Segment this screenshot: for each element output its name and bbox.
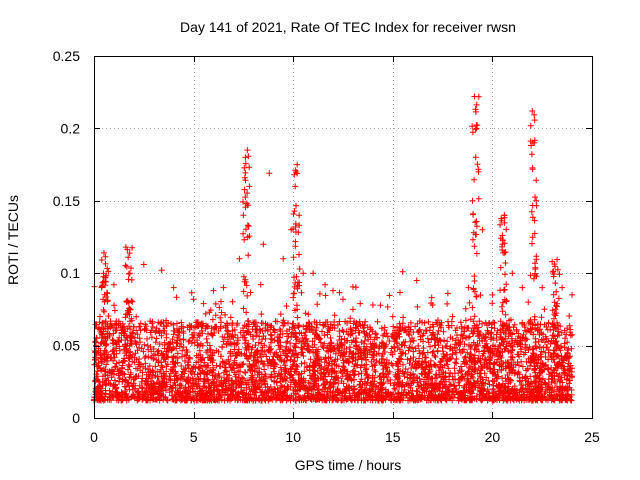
- roti-point: [525, 299, 532, 306]
- x-tick-label: 0: [90, 429, 98, 445]
- roti-spike-cluster: [240, 153, 253, 359]
- roti-point: [465, 284, 472, 291]
- roti-point: [449, 313, 456, 320]
- roti-spike-cluster: [549, 256, 563, 360]
- roti-point: [569, 291, 576, 298]
- roti-point: [429, 302, 436, 309]
- x-tick-label: 10: [285, 429, 301, 445]
- roti-point-cloud: [91, 280, 576, 404]
- y-tick-label: 0.25: [53, 48, 80, 64]
- roti-point: [260, 241, 267, 248]
- x-tick-label: 20: [485, 429, 501, 445]
- roti-point: [413, 277, 420, 284]
- roti-point: [220, 284, 227, 291]
- y-tick-label: 0.05: [53, 338, 80, 354]
- roti-point: [190, 296, 197, 303]
- roti-point: [509, 270, 516, 277]
- roti-point: [246, 183, 253, 190]
- roti-point: [158, 267, 165, 274]
- tick-labels: 0 5 10 15 20 25 0 0.05 0.1 0.15 0.2 0.25: [53, 48, 600, 445]
- roti-point: [170, 284, 177, 291]
- roti-point: [529, 108, 536, 115]
- roti-point: [140, 261, 147, 268]
- x-tick-label: 15: [385, 429, 401, 445]
- roti-spike-cluster: [290, 167, 303, 350]
- roti-point: [369, 302, 376, 309]
- roti-point: [100, 249, 107, 256]
- roti-point: [349, 306, 356, 313]
- roti-spike-cluster: [98, 253, 112, 363]
- roti-point: [389, 313, 396, 320]
- y-tick-label: 0.2: [61, 120, 81, 136]
- roti-point: [126, 270, 133, 277]
- roti-point: [266, 170, 273, 177]
- x-tick-label: 25: [584, 429, 600, 445]
- y-tick-label: 0.1: [61, 265, 81, 281]
- roti-point: [110, 281, 117, 288]
- roti-point: [310, 270, 317, 277]
- roti-point: [294, 161, 301, 168]
- roti-spike-cluster: [526, 111, 540, 362]
- roti-point: [322, 281, 329, 288]
- axis-ticks: [94, 56, 593, 419]
- roti-point: [519, 284, 526, 291]
- roti-point: [96, 313, 103, 320]
- roti-point: [240, 212, 247, 219]
- data-points: [91, 93, 576, 404]
- roti-point: [200, 300, 207, 307]
- roti-point: [242, 154, 249, 161]
- x-tick-label: 5: [190, 429, 198, 445]
- roti-point: [330, 287, 337, 294]
- roti-point: [340, 296, 346, 303]
- chart-title: Day 141 of 2021, Rate Of TEC Index for r…: [180, 19, 516, 35]
- y-axis-title: ROTI / TECUs: [5, 195, 21, 285]
- y-tick-label: 0: [72, 410, 80, 426]
- roti-point: [210, 287, 217, 294]
- roti-point: [244, 147, 251, 154]
- roti-spike-cluster: [469, 93, 482, 361]
- roti-point: [292, 183, 299, 190]
- roti-point: [539, 284, 546, 291]
- roti-point: [399, 268, 406, 275]
- roti-point: [469, 197, 476, 204]
- roti-point: [92, 342, 99, 349]
- y-tick-label: 0.15: [53, 193, 80, 209]
- roti-point: [296, 212, 303, 219]
- roti-point: [489, 291, 496, 298]
- roti-point: [236, 255, 243, 262]
- roti-point: [479, 226, 486, 233]
- roti-spike-cluster: [497, 212, 510, 360]
- roti-spike-cluster: [122, 244, 136, 359]
- x-axis-title: GPS time / hours: [295, 457, 402, 473]
- roti-point: [559, 284, 566, 291]
- roti-point: [280, 255, 287, 262]
- plot-frame: [94, 56, 593, 419]
- grid-lines: [94, 56, 592, 418]
- roti-point: [300, 270, 307, 277]
